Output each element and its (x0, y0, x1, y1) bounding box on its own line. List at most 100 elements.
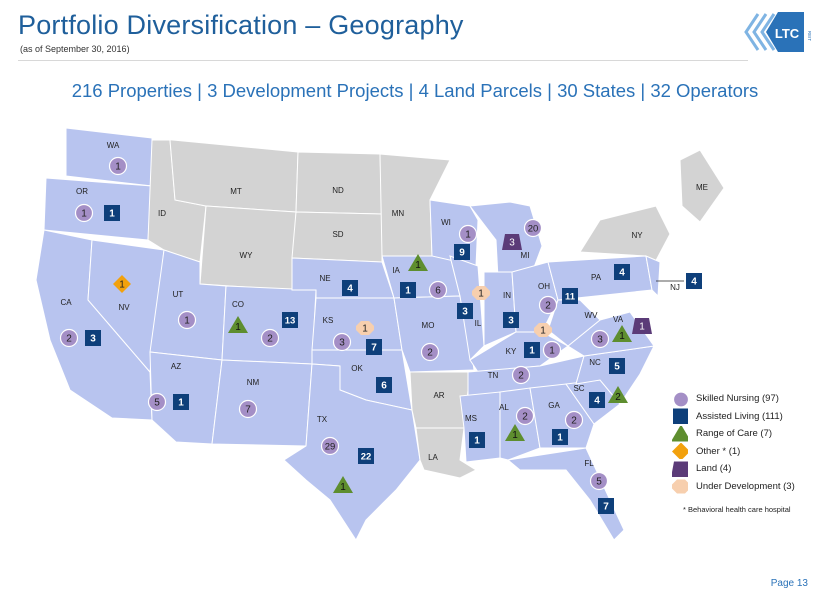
state-label-pa: PA (591, 273, 602, 282)
marker-count: 1 (115, 162, 121, 173)
diamond-icon (672, 443, 688, 460)
marker-count: 1 (178, 398, 184, 409)
state-label-mn: MN (392, 209, 405, 218)
state-label-sc: SC (573, 384, 584, 393)
legend-label: Range of Care (7) (696, 428, 773, 440)
marker-land-shape (502, 234, 522, 250)
marker-count: 5 (614, 362, 620, 373)
marker-co-skilled-nursing: 2 (260, 328, 280, 348)
page-title: Portfolio Diversification – Geography (18, 10, 464, 40)
marker-count: 4 (619, 268, 625, 279)
marker-sc-assisted-living: 4 (589, 392, 605, 408)
marker-ok-assisted-living: 6 (376, 377, 392, 393)
marker-skilled-nursing-shape (515, 406, 535, 426)
state-ms (459, 391, 501, 463)
marker-assisted-living-shape (686, 273, 702, 289)
marker-skilled-nursing-shape (108, 156, 128, 176)
marker-range-of-care-shape (505, 424, 525, 441)
marker-range-of-care-shape (228, 316, 248, 333)
legend-label: Other * (1) (696, 445, 741, 457)
marker-skilled-nursing-shape (428, 280, 448, 300)
marker-skilled-nursing-shape (589, 471, 609, 491)
marker-or-assisted-living: 1 (104, 205, 120, 221)
state-label-nj: NJ (670, 283, 680, 292)
marker-count: 2 (545, 301, 551, 312)
marker-assisted-living-shape (173, 394, 189, 410)
state-label-mi: MI (521, 251, 530, 260)
state-label-ca: CA (60, 298, 72, 307)
state-label-ne: NE (319, 274, 330, 283)
legend-label: Under Development (3) (696, 480, 795, 492)
state-label-nd: ND (332, 186, 344, 195)
marker-count: 29 (325, 442, 336, 453)
marker-count: 4 (347, 284, 353, 295)
marker-count: 1 (362, 324, 368, 335)
state-label-az: AZ (171, 362, 181, 371)
marker-other-shape (113, 275, 131, 293)
marker-assisted-living-shape (562, 288, 578, 304)
state-label-ms: MS (465, 414, 477, 423)
marker-al-range-of-care: 1 (505, 424, 525, 441)
marker-count: 7 (371, 343, 377, 354)
marker-count: 1 (549, 346, 555, 357)
marker-tx-assisted-living: 22 (358, 448, 374, 464)
marker-al-skilled-nursing: 2 (515, 406, 535, 426)
marker-assisted-living-shape (366, 339, 382, 355)
marker-assisted-living-shape (552, 429, 568, 445)
marker-ks-under-development: 1 (356, 321, 374, 335)
square-icon (673, 408, 688, 425)
legend-footnote: * Behavioral health care hospital (683, 505, 791, 514)
marker-count: 1 (557, 433, 563, 444)
state-label-wi: WI (441, 218, 451, 227)
marker-ga-skilled-nursing: 2 (564, 410, 584, 430)
state-label-al: AL (499, 403, 509, 412)
marker-count: 1 (119, 280, 125, 291)
state-label-mt: MT (230, 187, 242, 196)
marker-count: 1 (540, 326, 546, 337)
marker-count: 6 (435, 286, 441, 297)
marker-under-development-shape (534, 323, 552, 337)
marker-tx-skilled-nursing: 29 (320, 436, 340, 456)
marker-in-assisted-living: 3 (503, 312, 519, 328)
trapezoid-icon (672, 461, 688, 477)
marker-assisted-living-shape (376, 377, 392, 393)
state-label-tx: TX (317, 415, 328, 424)
state-ga (529, 383, 595, 449)
marker-assisted-living-shape (598, 498, 614, 514)
marker-range-of-care-shape (608, 386, 628, 403)
marker-ms-assisted-living: 1 (469, 432, 485, 448)
state-label-in: IN (503, 291, 511, 300)
marker-count: 22 (361, 452, 372, 463)
state-label-ks: KS (323, 316, 334, 325)
marker-count: 4 (594, 396, 600, 407)
marker-assisted-living-shape (104, 205, 120, 221)
marker-count: 1 (109, 209, 115, 220)
marker-co-assisted-living: 13 (282, 312, 298, 328)
state-label-ar: AR (433, 391, 444, 400)
logo-subtext: REIT (807, 31, 812, 42)
legend-item-under-development: Under Development (3) (672, 478, 795, 496)
marker-assisted-living-shape (503, 312, 519, 328)
marker-skilled-nursing-shape (74, 203, 94, 223)
marker-count: 9 (459, 248, 465, 259)
marker-count: 3 (339, 338, 345, 349)
marker-under-development-shape (472, 286, 490, 300)
marker-count: 1 (415, 260, 421, 271)
marker-count: 2 (427, 348, 433, 359)
marker-count: 6 (381, 381, 387, 392)
state-label-mo: MO (422, 321, 435, 330)
marker-skilled-nursing-shape (511, 365, 531, 385)
title-divider (18, 60, 748, 61)
marker-oh-assisted-living: 11 (562, 288, 578, 304)
page-number: Page 13 (770, 578, 808, 589)
marker-count: 7 (603, 502, 609, 513)
state-label-oh: OH (538, 282, 550, 291)
marker-sc-range-of-care: 2 (608, 386, 628, 403)
state-nj (645, 255, 661, 298)
marker-assisted-living-shape (85, 330, 101, 346)
state-fl (506, 447, 625, 541)
marker-ky-under-development: 1 (534, 323, 552, 337)
state-label-nv: NV (118, 303, 130, 312)
marker-under-development-shape (356, 321, 374, 335)
